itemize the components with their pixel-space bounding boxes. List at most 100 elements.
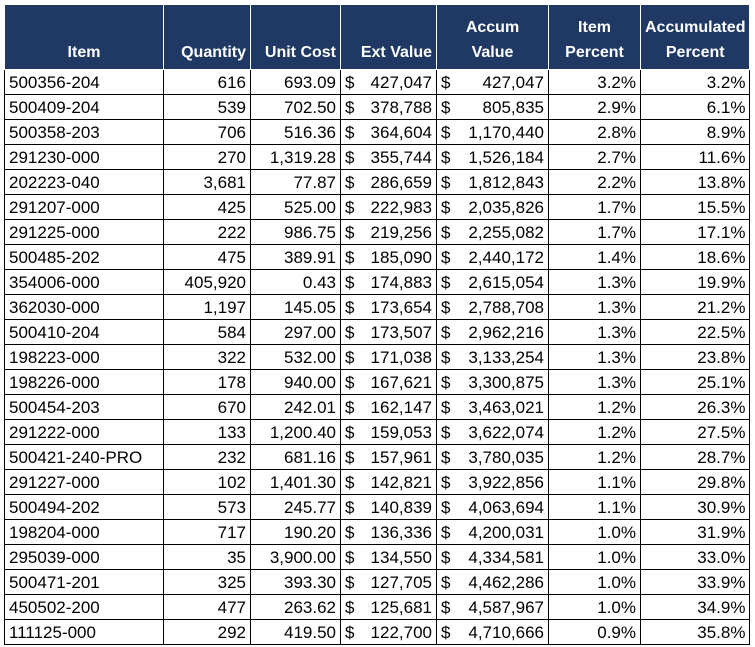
- cell-item[interactable]: 500356-204: [4, 69, 164, 95]
- cell-item-percent[interactable]: 1.7%: [548, 219, 641, 245]
- cell-unit-cost[interactable]: 532.00: [250, 344, 341, 370]
- cell-item[interactable]: 291222-000: [4, 419, 164, 445]
- cell-item[interactable]: 291207-000: [4, 194, 164, 220]
- cell-accumulated-percent[interactable]: 22.5%: [639, 319, 751, 345]
- cell-ext-value[interactable]: $122,700: [340, 619, 437, 645]
- cell-accum-value[interactable]: $3,922,856: [436, 469, 549, 495]
- cell-accumulated-percent[interactable]: 17.1%: [639, 219, 751, 245]
- cell-unit-cost[interactable]: 77.87: [250, 169, 341, 195]
- cell-unit-cost[interactable]: 242.01: [250, 394, 341, 420]
- cell-quantity[interactable]: 222: [163, 219, 251, 245]
- cell-item[interactable]: 354006-000: [4, 269, 164, 295]
- cell-accum-value[interactable]: $1,170,440: [436, 119, 549, 145]
- cell-accum-value[interactable]: $2,035,826: [436, 194, 549, 220]
- cell-accumulated-percent[interactable]: 30.9%: [639, 494, 751, 520]
- cell-quantity[interactable]: 322: [163, 344, 251, 370]
- cell-accum-value[interactable]: $3,133,254: [436, 344, 549, 370]
- cell-item[interactable]: 198226-000: [4, 369, 164, 395]
- cell-accum-value[interactable]: $1,526,184: [436, 144, 549, 170]
- cell-item-percent[interactable]: 1.0%: [548, 519, 641, 545]
- cell-accum-value[interactable]: $2,440,172: [436, 244, 549, 270]
- cell-unit-cost[interactable]: 681.16: [250, 444, 341, 470]
- cell-quantity[interactable]: 35: [163, 544, 251, 570]
- cell-quantity[interactable]: 325: [163, 569, 251, 595]
- cell-accumulated-percent[interactable]: 23.8%: [639, 344, 751, 370]
- cell-quantity[interactable]: 477: [163, 594, 251, 620]
- cell-unit-cost[interactable]: 419.50: [250, 619, 341, 645]
- cell-item-percent[interactable]: 1.0%: [548, 569, 641, 595]
- cell-ext-value[interactable]: $171,038: [340, 344, 437, 370]
- cell-item-percent[interactable]: 1.2%: [548, 444, 641, 470]
- cell-accumulated-percent[interactable]: 21.2%: [639, 294, 751, 320]
- cell-ext-value[interactable]: $125,681: [340, 594, 437, 620]
- cell-unit-cost[interactable]: 263.62: [250, 594, 341, 620]
- cell-item-percent[interactable]: 2.8%: [548, 119, 641, 145]
- cell-unit-cost[interactable]: 525.00: [250, 194, 341, 220]
- cell-item[interactable]: 291227-000: [4, 469, 164, 495]
- cell-unit-cost[interactable]: 245.77: [250, 494, 341, 520]
- cell-accum-value[interactable]: $3,780,035: [436, 444, 549, 470]
- cell-accum-value[interactable]: $2,788,708: [436, 294, 549, 320]
- cell-item[interactable]: 500358-203: [4, 119, 164, 145]
- cell-accum-value[interactable]: $3,300,875: [436, 369, 549, 395]
- cell-accum-value[interactable]: $2,255,082: [436, 219, 549, 245]
- cell-quantity[interactable]: 292: [163, 619, 251, 645]
- cell-accumulated-percent[interactable]: 33.9%: [639, 569, 751, 595]
- cell-ext-value[interactable]: $174,883: [340, 269, 437, 295]
- cell-unit-cost[interactable]: 297.00: [250, 319, 341, 345]
- cell-accum-value[interactable]: $3,622,074: [436, 419, 549, 445]
- cell-quantity[interactable]: 573: [163, 494, 251, 520]
- cell-accumulated-percent[interactable]: 6.1%: [639, 94, 751, 120]
- cell-item-percent[interactable]: 1.3%: [548, 294, 641, 320]
- cell-ext-value[interactable]: $134,550: [340, 544, 437, 570]
- cell-item[interactable]: 291230-000: [4, 144, 164, 170]
- cell-quantity[interactable]: 717: [163, 519, 251, 545]
- cell-accumulated-percent[interactable]: 33.0%: [639, 544, 751, 570]
- cell-item-percent[interactable]: 1.2%: [548, 394, 641, 420]
- cell-accum-value[interactable]: $2,615,054: [436, 269, 549, 295]
- cell-accumulated-percent[interactable]: 15.5%: [639, 194, 751, 220]
- cell-accum-value[interactable]: $1,812,843: [436, 169, 549, 195]
- cell-item[interactable]: 500454-203: [4, 394, 164, 420]
- header-accum-value[interactable]: Accum Value: [436, 4, 549, 70]
- cell-item-percent[interactable]: 1.3%: [548, 319, 641, 345]
- cell-item-percent[interactable]: 2.2%: [548, 169, 641, 195]
- cell-unit-cost[interactable]: 190.20: [250, 519, 341, 545]
- header-item-percent[interactable]: Item Percent: [548, 4, 641, 70]
- cell-ext-value[interactable]: $427,047: [340, 69, 437, 95]
- cell-accum-value[interactable]: $4,200,031: [436, 519, 549, 545]
- cell-accum-value[interactable]: $4,587,967: [436, 594, 549, 620]
- cell-accumulated-percent[interactable]: 28.7%: [639, 444, 751, 470]
- cell-unit-cost[interactable]: 389.91: [250, 244, 341, 270]
- cell-accumulated-percent[interactable]: 29.8%: [639, 469, 751, 495]
- cell-accumulated-percent[interactable]: 11.6%: [639, 144, 751, 170]
- cell-unit-cost[interactable]: 1,200.40: [250, 419, 341, 445]
- cell-unit-cost[interactable]: 0.43: [250, 269, 341, 295]
- cell-item[interactable]: 450502-200: [4, 594, 164, 620]
- cell-accumulated-percent[interactable]: 3.2%: [639, 69, 751, 95]
- cell-item-percent[interactable]: 1.0%: [548, 594, 641, 620]
- cell-ext-value[interactable]: $173,654: [340, 294, 437, 320]
- cell-item[interactable]: 295039-000: [4, 544, 164, 570]
- cell-unit-cost[interactable]: 940.00: [250, 369, 341, 395]
- cell-item-percent[interactable]: 1.4%: [548, 244, 641, 270]
- cell-accumulated-percent[interactable]: 19.9%: [639, 269, 751, 295]
- cell-unit-cost[interactable]: 702.50: [250, 94, 341, 120]
- cell-ext-value[interactable]: $222,983: [340, 194, 437, 220]
- cell-item-percent[interactable]: 1.0%: [548, 544, 641, 570]
- cell-quantity[interactable]: 475: [163, 244, 251, 270]
- cell-quantity[interactable]: 616: [163, 69, 251, 95]
- cell-accum-value[interactable]: $4,334,581: [436, 544, 549, 570]
- cell-accum-value[interactable]: $427,047: [436, 69, 549, 95]
- cell-quantity[interactable]: 706: [163, 119, 251, 145]
- cell-accumulated-percent[interactable]: 34.9%: [639, 594, 751, 620]
- cell-ext-value[interactable]: $355,744: [340, 144, 437, 170]
- cell-item-percent[interactable]: 1.7%: [548, 194, 641, 220]
- cell-item-percent[interactable]: 1.3%: [548, 269, 641, 295]
- cell-accum-value[interactable]: $2,962,216: [436, 319, 549, 345]
- cell-item[interactable]: 500471-201: [4, 569, 164, 595]
- cell-accum-value[interactable]: $4,462,286: [436, 569, 549, 595]
- cell-ext-value[interactable]: $162,147: [340, 394, 437, 420]
- cell-unit-cost[interactable]: 393.30: [250, 569, 341, 595]
- cell-item[interactable]: 198223-000: [4, 344, 164, 370]
